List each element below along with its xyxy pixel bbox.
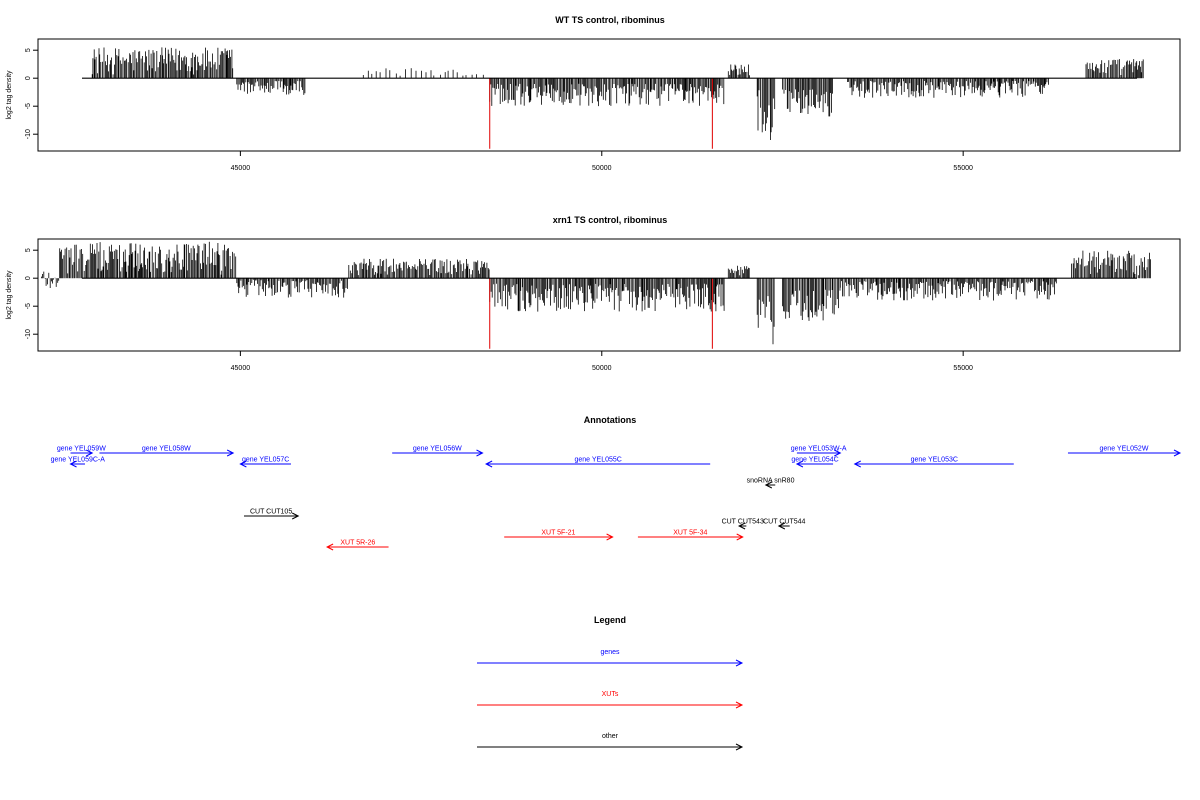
y-tick-label: -5 <box>25 303 32 309</box>
y-axis-ticks: 5 0 -5 -10 <box>25 248 39 339</box>
annotations-track: Annotations gene YEL059W gene YEL058Wgene… <box>51 415 1182 551</box>
gene-feature[interactable]: gene YEL057C <box>239 457 291 468</box>
other-feature[interactable]: CUT CUT544 <box>763 519 806 530</box>
gene-label: gene YEL056W <box>413 446 462 453</box>
legend-label: XUTs <box>602 691 619 698</box>
chart-title: xrn1 TS control, ribominus <box>553 215 668 225</box>
x-tick-label: 50000 <box>592 165 612 172</box>
x-tick-label: 45000 <box>231 165 251 172</box>
boundary-markers <box>489 278 713 349</box>
legend-arrow-head <box>735 743 744 751</box>
legend-title: Legend <box>594 615 626 625</box>
other-arrow-head <box>777 522 786 530</box>
gene-arrow-head <box>69 460 77 468</box>
xut-arrow-head <box>736 533 744 541</box>
gene-label: gene YEL053W-A <box>791 446 847 453</box>
x-axis-ticks: 45000 50000 55000 <box>231 151 973 172</box>
wt-coverage-panel: WT TS control, ribominus log2 tag densit… <box>6 15 1181 172</box>
gene-label: gene YEL059W <box>57 446 106 453</box>
gene-arrow-head <box>239 460 247 468</box>
coverage-bars <box>41 241 1151 345</box>
gene-label: gene YEL055C <box>574 457 621 464</box>
other-feature[interactable]: CUT CUT543 <box>722 519 764 530</box>
gene-feature[interactable]: gene YEL055C <box>485 457 711 468</box>
xut-label: XUT 5F-34 <box>673 530 707 537</box>
y-tick-label: 0 <box>25 76 32 80</box>
x-tick-label: 45000 <box>231 365 251 372</box>
y-tick-label: 5 <box>25 248 32 252</box>
xut-label: XUT 5R-26 <box>340 540 375 547</box>
x-tick-label: 55000 <box>953 365 973 372</box>
xut-arrow-head <box>325 543 334 551</box>
gene-label: gene YEL058W <box>142 446 191 453</box>
legend-label: genes <box>600 649 620 656</box>
coverage-bars <box>91 47 1144 140</box>
gene-label: gene YEL053C <box>911 457 958 464</box>
other-label: CUT CUT105 <box>250 509 292 516</box>
xut-feature[interactable]: XUT 5F-34 <box>637 530 744 541</box>
legend-arrow-head <box>735 701 744 709</box>
gene-feature[interactable]: gene YEL058W <box>99 446 235 457</box>
legend-items: genes XUTs other <box>477 649 744 751</box>
chart-title: WT TS control, ribominus <box>555 15 665 25</box>
other-label: snoRNA snR80 <box>747 478 795 485</box>
legend-arrow-head <box>735 659 744 667</box>
legend: Legend genes XUTs other <box>477 615 744 751</box>
other-label: CUT CUT544 <box>763 519 805 526</box>
x-tick-label: 55000 <box>953 165 973 172</box>
other-feature[interactable]: snoRNA snR80 <box>747 478 795 489</box>
gene-feature[interactable]: gene YEL059C-A <box>51 457 106 468</box>
gene-label: gene YEL059C-A <box>51 457 106 464</box>
y-tick-label: -5 <box>25 103 32 109</box>
y-tick-label: -10 <box>25 329 32 339</box>
xut-feature[interactable]: XUT 5F-21 <box>504 530 614 541</box>
xut-arrow-head <box>606 533 614 541</box>
gene-arrow-head <box>226 449 235 457</box>
gene-label: gene YEL052W <box>1100 446 1149 453</box>
gene-arrow-head <box>853 460 861 468</box>
other-feature[interactable]: CUT CUT105 <box>243 509 300 520</box>
gene-arrow-head <box>1173 449 1182 457</box>
xut-label: XUT 5F-21 <box>541 530 575 537</box>
gene-feature[interactable]: gene YEL053C <box>853 457 1014 468</box>
y-tick-label: 5 <box>25 48 32 52</box>
gene-feature[interactable]: gene YEL052W <box>1067 446 1182 457</box>
other-arrow-head <box>737 522 746 530</box>
gene-feature[interactable]: gene YEL056W <box>392 446 484 457</box>
plot-frame <box>37 38 1181 152</box>
y-tick-label: -10 <box>25 129 32 139</box>
gene-feature[interactable]: gene YEL053W-A <box>791 446 847 457</box>
annotation-features: gene YEL059W gene YEL058W gene YEL059C-A ge… <box>51 446 1182 551</box>
y-axis-label: log2 tag density <box>6 270 13 320</box>
legend-item: other <box>477 733 744 751</box>
legend-item: genes <box>477 649 744 667</box>
other-arrow-head <box>291 512 300 520</box>
annotations-title: Annotations <box>584 415 637 425</box>
boundary-markers <box>489 78 713 149</box>
gene-label: gene YEL054C <box>791 457 838 464</box>
y-tick-label: 0 <box>25 276 32 280</box>
other-arrow-head <box>764 481 773 489</box>
x-axis-ticks: 45000 50000 55000 <box>231 351 973 372</box>
gene-arrow-head <box>476 449 484 457</box>
other-label: CUT CUT543 <box>722 519 764 526</box>
gene-feature[interactable]: gene YEL059W <box>57 446 106 457</box>
gene-arrow-head <box>834 449 842 457</box>
gene-feature[interactable]: gene YEL054C <box>791 457 839 468</box>
x-tick-label: 50000 <box>592 365 612 372</box>
xut-feature[interactable]: XUT 5R-26 <box>325 540 389 551</box>
gene-arrow-head <box>795 460 804 468</box>
gene-label: gene YEL057C <box>242 457 289 464</box>
gene-arrow-head <box>85 449 94 457</box>
gene-arrow-head <box>485 460 493 468</box>
xrn1-coverage-panel: xrn1 TS control, ribominus log2 tag dens… <box>6 215 1181 372</box>
y-axis-ticks: 5 0 -5 -10 <box>25 48 39 139</box>
y-axis-label: log2 tag density <box>6 70 13 120</box>
legend-item: XUTs <box>477 691 744 709</box>
legend-label: other <box>602 733 619 740</box>
